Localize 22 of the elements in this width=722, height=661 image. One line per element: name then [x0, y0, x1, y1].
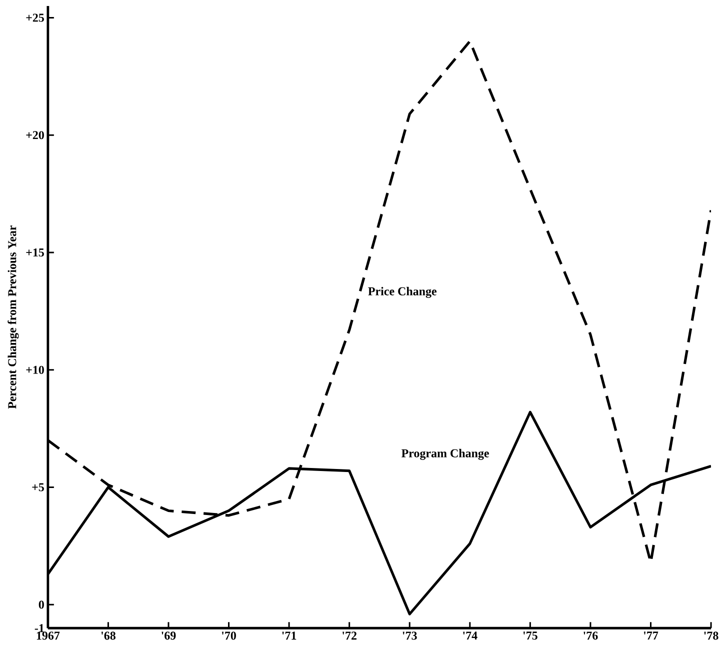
x-tick-label: '72	[342, 632, 356, 640]
x-tick-label: '73	[402, 632, 417, 640]
series-label: Program Change	[402, 448, 489, 460]
y-tick-label: 0	[38, 600, 44, 609]
y-axis-title: Percent Change from Previous Year	[8, 225, 19, 409]
x-tick-label: '75	[523, 632, 538, 640]
x-tick-label: 1967	[36, 632, 60, 640]
y-tick-label: +10	[26, 366, 44, 374]
y-tick-label: +5	[32, 483, 44, 492]
x-tick-label: '71	[282, 632, 296, 640]
y-tick-label: +20	[26, 131, 44, 140]
x-tick-label: '76	[584, 632, 598, 640]
series-label: Price Change	[368, 286, 437, 298]
x-tick-label: '74	[463, 632, 478, 640]
y-tick-label: +15	[26, 248, 44, 256]
x-tick-label: '70	[222, 632, 236, 640]
y-tick-label: +25	[26, 14, 44, 22]
x-tick-label: '78	[704, 632, 718, 640]
x-tick-label: '69	[162, 632, 176, 640]
x-tick-label: '77	[644, 632, 658, 640]
y-tick-label: -1	[34, 624, 44, 632]
x-tick-label: '68	[101, 632, 116, 640]
